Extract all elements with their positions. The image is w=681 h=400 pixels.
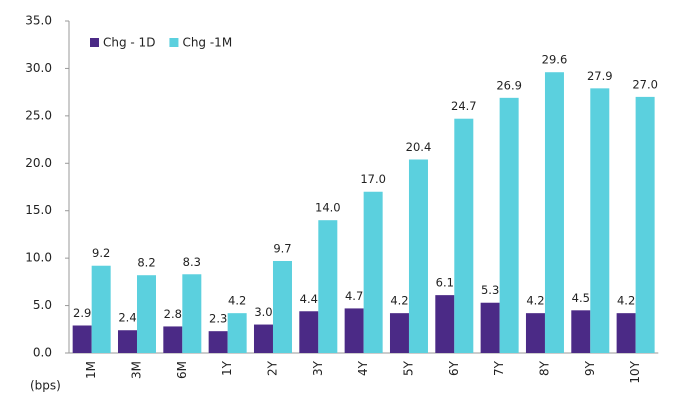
bar bbox=[408, 159, 428, 353]
bar bbox=[363, 191, 383, 353]
legend-swatch bbox=[90, 38, 99, 47]
value-label: 8.3 bbox=[183, 255, 201, 269]
value-label: 27.9 bbox=[587, 69, 613, 83]
value-label: 9.7 bbox=[273, 241, 291, 255]
x-tick-label: 7Y bbox=[492, 360, 506, 376]
bar bbox=[590, 88, 610, 353]
bar bbox=[182, 274, 202, 353]
y-tick-label: 35.0 bbox=[25, 14, 52, 28]
bar bbox=[117, 330, 137, 353]
bar bbox=[435, 295, 455, 353]
y-tick-label: 5.0 bbox=[33, 298, 52, 312]
x-tick-label: 6M bbox=[175, 361, 189, 379]
bar bbox=[163, 326, 183, 353]
value-label: 2.4 bbox=[118, 311, 136, 325]
value-label: 4.2 bbox=[526, 294, 544, 308]
x-tick-label: 10Y bbox=[628, 360, 642, 383]
x-tick-label: 6Y bbox=[447, 360, 461, 376]
x-tick-label: 1M bbox=[84, 361, 98, 379]
x-tick-label: 2Y bbox=[265, 360, 279, 376]
value-label: 6.1 bbox=[436, 276, 454, 290]
value-label: 17.0 bbox=[360, 172, 386, 186]
value-label: 9.2 bbox=[92, 246, 110, 260]
bar bbox=[299, 311, 319, 353]
value-label: 4.4 bbox=[300, 292, 318, 306]
bar bbox=[389, 313, 409, 353]
y-tick-label: 25.0 bbox=[25, 108, 52, 122]
value-label: 2.3 bbox=[209, 312, 227, 326]
value-label: 3.0 bbox=[254, 305, 272, 319]
bar bbox=[227, 313, 247, 353]
value-label: 4.2 bbox=[390, 294, 408, 308]
bar bbox=[272, 260, 292, 353]
value-label: 26.9 bbox=[496, 78, 522, 92]
value-label: 4.5 bbox=[572, 291, 590, 305]
value-label: 4.2 bbox=[228, 294, 246, 308]
bar bbox=[253, 324, 273, 353]
x-tick-label: 1Y bbox=[220, 360, 234, 376]
bar bbox=[616, 313, 636, 353]
y-axis-label: (bps) bbox=[30, 379, 61, 393]
bar bbox=[635, 96, 655, 353]
value-label: 4.7 bbox=[345, 289, 363, 303]
legend-label: Chg -1M bbox=[182, 36, 232, 50]
bar bbox=[72, 325, 92, 353]
bar bbox=[499, 97, 519, 353]
bar bbox=[480, 302, 500, 353]
value-label: 2.8 bbox=[164, 307, 182, 321]
value-label: 4.2 bbox=[617, 294, 635, 308]
bar bbox=[525, 313, 545, 353]
legend-swatch bbox=[169, 38, 179, 47]
bar bbox=[318, 220, 338, 353]
x-tick-label: 8Y bbox=[537, 360, 551, 376]
x-tick-label: 4Y bbox=[356, 360, 370, 376]
y-tick-label: 15.0 bbox=[25, 203, 52, 217]
y-tick-label: 10.0 bbox=[25, 251, 52, 265]
bar bbox=[454, 118, 474, 354]
x-tick-label: 9Y bbox=[583, 360, 597, 376]
value-label: 27.0 bbox=[632, 77, 658, 91]
bar bbox=[91, 265, 111, 353]
bar bbox=[544, 72, 564, 354]
bar bbox=[136, 275, 156, 353]
bar bbox=[208, 331, 228, 353]
x-tick-label: 3M bbox=[129, 361, 143, 379]
value-label: 24.7 bbox=[451, 99, 477, 113]
value-label: 14.0 bbox=[315, 201, 341, 215]
bar bbox=[344, 308, 364, 353]
value-label: 20.4 bbox=[406, 140, 432, 154]
x-tick-label: 5Y bbox=[401, 360, 415, 376]
value-label: 29.6 bbox=[542, 53, 568, 67]
x-tick-label: 3Y bbox=[311, 360, 325, 376]
y-tick-label: 0.0 bbox=[33, 346, 52, 360]
value-label: 2.9 bbox=[73, 306, 91, 320]
bar bbox=[571, 310, 591, 353]
y-tick-label: 20.0 bbox=[25, 156, 52, 170]
value-label: 5.3 bbox=[481, 283, 499, 297]
value-label: 8.2 bbox=[137, 256, 155, 270]
y-tick-label: 30.0 bbox=[25, 61, 52, 75]
legend-label: Chg - 1D bbox=[103, 36, 155, 50]
